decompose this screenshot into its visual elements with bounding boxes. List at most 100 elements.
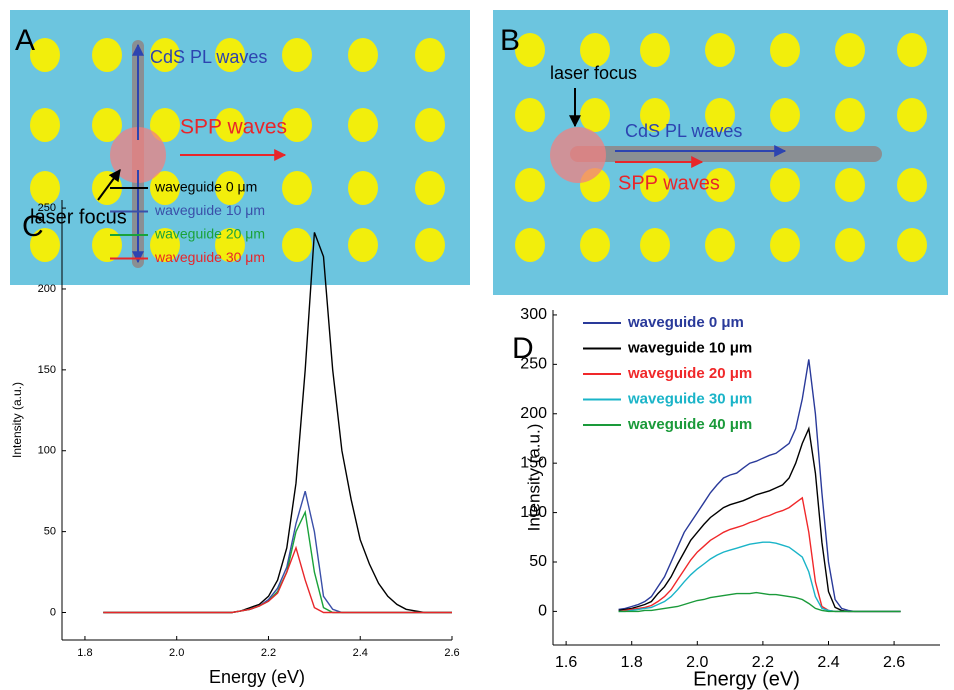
y-tick-label: 300 (520, 306, 547, 323)
spp-label: SPP waves (180, 116, 287, 139)
series-line (618, 426, 901, 613)
gold-disk (515, 33, 545, 67)
laser-spot (550, 127, 606, 183)
gold-disk (150, 228, 180, 262)
x-axis-label: Energy (eV) (209, 667, 305, 687)
legend-label: waveguide 10 μm (627, 339, 752, 356)
x-tick-label: 2.0 (686, 654, 708, 671)
y-tick-label: 50 (529, 553, 547, 570)
gold-disk (215, 228, 245, 262)
panel-label: A (15, 24, 35, 57)
series-line (618, 541, 901, 613)
gold-disk (215, 171, 245, 205)
gold-disk (897, 168, 927, 202)
x-tick-label: 1.8 (621, 654, 643, 671)
gold-disk (215, 108, 245, 142)
gold-disk (30, 38, 60, 72)
gold-disk (92, 108, 122, 142)
focus-arrow (97, 169, 121, 201)
y-tick-label: 250 (38, 202, 56, 214)
chart: 0 50 100 150 200 250 300 1.6 1.8 2.0 2.2 2.4 2.6 Ener… (512, 306, 940, 690)
x-axis-label: Energy (eV) (693, 668, 800, 690)
legend-label: waveguide 40 μm (627, 416, 752, 433)
x-tick-label: 2.4 (817, 654, 839, 671)
gold-disk (580, 228, 610, 262)
gold-disk (515, 228, 545, 262)
y-axis-label: Intensity (a.u.) (524, 424, 543, 532)
gold-disk (348, 228, 378, 262)
gold-disk (415, 108, 445, 142)
y-tick-label: 250 (520, 356, 547, 373)
y-tick-label: 200 (520, 405, 547, 422)
gold-disk (415, 228, 445, 262)
y-tick-label: 0 (50, 606, 56, 618)
gold-disk (835, 168, 865, 202)
gold-disk (415, 171, 445, 205)
gold-disk (282, 228, 312, 262)
gold-disk (348, 108, 378, 142)
legend-label: waveguide 0 μm (154, 179, 257, 195)
panel-label: C (22, 210, 44, 243)
gold-disk (150, 108, 180, 142)
y-tick-label: 0 (538, 603, 547, 620)
gold-disk (580, 33, 610, 67)
legend-label: waveguide 30 μm (627, 390, 752, 407)
gold-disk (282, 171, 312, 205)
gold-disk (348, 38, 378, 72)
x-tick-label: 1.6 (555, 654, 577, 671)
gold-disk (515, 168, 545, 202)
panel-label: D (512, 332, 534, 365)
legend-label: waveguide 20 μm (154, 226, 265, 242)
x-tick-label: 2.6 (883, 654, 905, 671)
gold-disk (515, 98, 545, 132)
spp-label: SPP waves (618, 172, 720, 194)
y-tick-label: 200 (38, 283, 56, 295)
gold-disk (897, 228, 927, 262)
series-line (103, 232, 452, 614)
gold-disk (415, 38, 445, 72)
gold-disk (705, 168, 735, 202)
legend-label: waveguide 0 μm (627, 314, 744, 331)
gold-disk (580, 98, 610, 132)
gold-disk (92, 38, 122, 72)
legend-label: waveguide 30 μm (154, 249, 265, 265)
gold-disk (30, 171, 60, 205)
gold-disk (640, 33, 670, 67)
gold-disk (770, 228, 800, 262)
y-tick-label: 150 (38, 364, 56, 376)
x-tick-label: 2.2 (752, 654, 774, 671)
chart: 0 50 100 150 200 250 1.8 2.0 2.2 2.4 2.6 Energy (eV… (10, 179, 459, 687)
gold-disk (897, 33, 927, 67)
gold-disk (150, 171, 180, 205)
gold-disk (705, 228, 735, 262)
x-tick-label: 2.2 (261, 647, 276, 659)
x-tick-label: 2.4 (353, 647, 368, 659)
legend-label: waveguide 20 μm (627, 365, 752, 382)
gold-disk (640, 228, 670, 262)
gold-disk (92, 228, 122, 262)
pl-label: CdS PL waves (625, 121, 742, 141)
series-line (103, 509, 452, 614)
y-tick-label: 150 (520, 454, 547, 471)
nanowire (570, 146, 882, 162)
y-tick-label: 50 (44, 526, 56, 538)
pl-label: CdS PL waves (150, 47, 267, 67)
gold-disk (770, 98, 800, 132)
gold-disk (30, 228, 60, 262)
gold-disk (215, 38, 245, 72)
gold-disk (348, 171, 378, 205)
y-axis-label: Intensity (a.u.) (10, 382, 24, 458)
laser-label: laser focus (550, 63, 637, 83)
gold-disk (282, 108, 312, 142)
gold-disk (705, 33, 735, 67)
legend-label: waveguide 10 μm (154, 202, 265, 218)
x-tick-label: 2.0 (169, 647, 184, 659)
gold-disk (835, 98, 865, 132)
gold-disk (835, 228, 865, 262)
gold-disk (770, 33, 800, 67)
x-tick-label: 1.8 (77, 647, 92, 659)
gold-disk (150, 38, 180, 72)
series-line (103, 545, 452, 614)
panel-a (10, 10, 470, 285)
